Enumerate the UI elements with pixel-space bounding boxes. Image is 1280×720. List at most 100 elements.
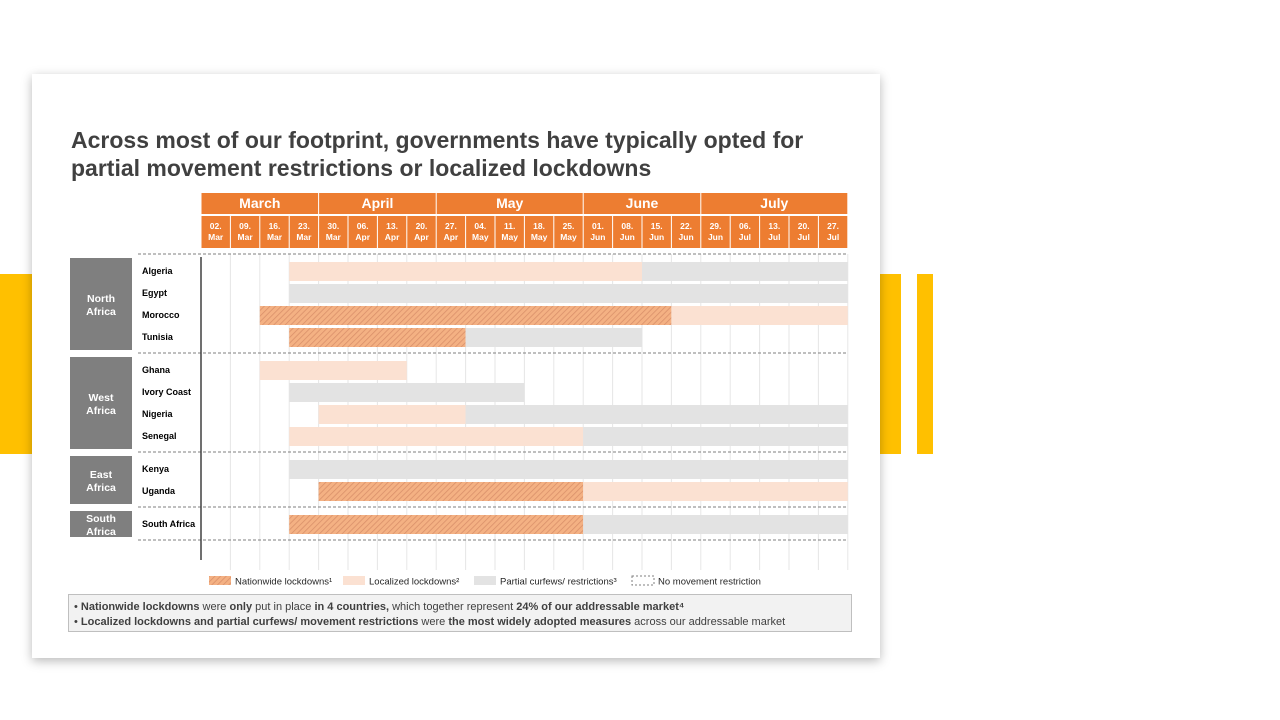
week-header-bg bbox=[466, 216, 495, 248]
legend-label-none: No movement restriction bbox=[658, 577, 761, 588]
country-label: Tunisia bbox=[142, 332, 174, 342]
week-day-label: 20. bbox=[416, 221, 428, 231]
month-header-bg bbox=[701, 193, 848, 214]
note-segment: Localized lockdowns and partial curfews/… bbox=[80, 616, 419, 628]
week-month-label: Apr bbox=[355, 232, 370, 242]
region-label: East bbox=[90, 469, 113, 481]
country-label: South Africa bbox=[142, 519, 196, 529]
partial-period-bar bbox=[465, 328, 642, 347]
month-label: March bbox=[239, 195, 280, 211]
month-header-bg bbox=[436, 193, 583, 214]
week-day-label: 16. bbox=[269, 221, 281, 231]
week-header-bg bbox=[554, 216, 583, 248]
legend-swatch-localized bbox=[343, 576, 365, 585]
localized-period-bar bbox=[671, 306, 848, 325]
country-label: Senegal bbox=[142, 431, 177, 441]
week-header-bg bbox=[436, 216, 466, 248]
country-label: Uganda bbox=[142, 486, 176, 496]
partial-period-bar bbox=[465, 405, 848, 424]
week-month-label: Jun bbox=[590, 232, 605, 242]
week-header-bg bbox=[818, 216, 848, 248]
key-takeaways-box: • Nationwide lockdowns were only put in … bbox=[68, 594, 852, 632]
note-segment: were bbox=[418, 616, 449, 628]
week-header-bg bbox=[495, 216, 524, 248]
week-header-bg bbox=[760, 216, 789, 248]
month-header-bg bbox=[583, 193, 701, 214]
month-header-bg bbox=[319, 193, 436, 214]
note-segment: put in place bbox=[252, 601, 315, 613]
week-month-label: May bbox=[531, 232, 548, 242]
week-day-label: 06. bbox=[739, 221, 751, 231]
month-label: July bbox=[760, 195, 788, 211]
localized-period-bar bbox=[318, 405, 466, 424]
legend-label-nationwide: Nationwide lockdowns¹ bbox=[235, 577, 332, 588]
week-day-label: 09. bbox=[239, 221, 251, 231]
legend-label-localized: Localized lockdowns² bbox=[369, 577, 459, 588]
slide-title: Across most of our footprint, government… bbox=[71, 127, 804, 181]
country-label: Ivory Coast bbox=[142, 387, 191, 397]
week-day-label: 01. bbox=[592, 221, 604, 231]
partial-period-bar bbox=[583, 427, 848, 446]
region-label: Africa bbox=[86, 405, 116, 417]
partial-period-bar bbox=[642, 262, 848, 281]
week-header-bg bbox=[319, 216, 348, 248]
week-month-label: Apr bbox=[385, 232, 400, 242]
month-label: June bbox=[626, 195, 659, 211]
nationwide-period-bar bbox=[289, 328, 466, 347]
region-label-box bbox=[70, 511, 132, 537]
note-segment: 24% of our addressable market⁴ bbox=[516, 601, 685, 613]
bullet-marker: • bbox=[74, 616, 81, 628]
partial-period-bar bbox=[583, 515, 848, 534]
accent-bar-left bbox=[0, 274, 32, 454]
partial-period-bar bbox=[289, 460, 848, 479]
week-header-bg bbox=[613, 216, 642, 248]
country-label: Egypt bbox=[142, 288, 167, 298]
month-label: May bbox=[496, 195, 523, 211]
week-header-bg bbox=[377, 216, 407, 248]
region-label: Africa bbox=[86, 482, 116, 494]
localized-period-bar bbox=[583, 482, 848, 501]
week-day-label: 11. bbox=[504, 221, 515, 231]
localized-period-bar bbox=[259, 361, 407, 380]
slide-card: Across most of our footprint, government… bbox=[32, 74, 880, 658]
week-day-label: 06. bbox=[357, 221, 369, 231]
week-month-label: Jun bbox=[679, 232, 694, 242]
country-label: Kenya bbox=[142, 464, 170, 474]
week-day-label: 29. bbox=[710, 221, 722, 231]
week-month-label: Mar bbox=[238, 232, 254, 242]
week-header-bg bbox=[642, 216, 671, 248]
note-line: • Nationwide lockdowns were only put in … bbox=[74, 600, 851, 615]
week-day-label: 04. bbox=[474, 221, 486, 231]
week-header-bg bbox=[789, 216, 818, 248]
week-month-label: May bbox=[560, 232, 577, 242]
region-label: West bbox=[89, 392, 114, 404]
region-label: South bbox=[86, 513, 116, 525]
week-day-label: 15. bbox=[651, 221, 663, 231]
note-segment: the most widely adopted measures bbox=[448, 616, 632, 628]
week-header-bg bbox=[230, 216, 260, 248]
month-header-bg bbox=[201, 193, 319, 214]
week-day-label: 20. bbox=[798, 221, 810, 231]
lockdown-timeline-chart: March April May June July02.Mar09.Mar16.Mar2… bbox=[70, 193, 849, 588]
note-line: • Localized lockdowns and partial curfew… bbox=[74, 615, 851, 630]
legend-swatch-none bbox=[631, 575, 655, 586]
region-label: Africa bbox=[86, 526, 116, 538]
week-day-label: 13. bbox=[768, 221, 780, 231]
country-label: Ghana bbox=[142, 365, 171, 375]
week-month-label: Jul bbox=[798, 232, 810, 242]
week-header-bg bbox=[201, 216, 230, 248]
region-label-box bbox=[70, 357, 132, 449]
region-label: Africa bbox=[86, 306, 116, 318]
nationwide-period-bar bbox=[259, 306, 672, 325]
week-month-label: May bbox=[472, 232, 489, 242]
nationwide-period-bar bbox=[318, 482, 584, 501]
note-segment: were bbox=[199, 601, 230, 613]
week-month-label: May bbox=[501, 232, 518, 242]
country-label: Algeria bbox=[142, 266, 174, 276]
region-label: North bbox=[87, 293, 115, 305]
nationwide-period-bar bbox=[289, 515, 584, 534]
week-day-label: 02. bbox=[210, 221, 222, 231]
week-month-label: Jun bbox=[620, 232, 635, 242]
week-day-label: 25. bbox=[563, 221, 575, 231]
month-label: April bbox=[361, 195, 393, 211]
